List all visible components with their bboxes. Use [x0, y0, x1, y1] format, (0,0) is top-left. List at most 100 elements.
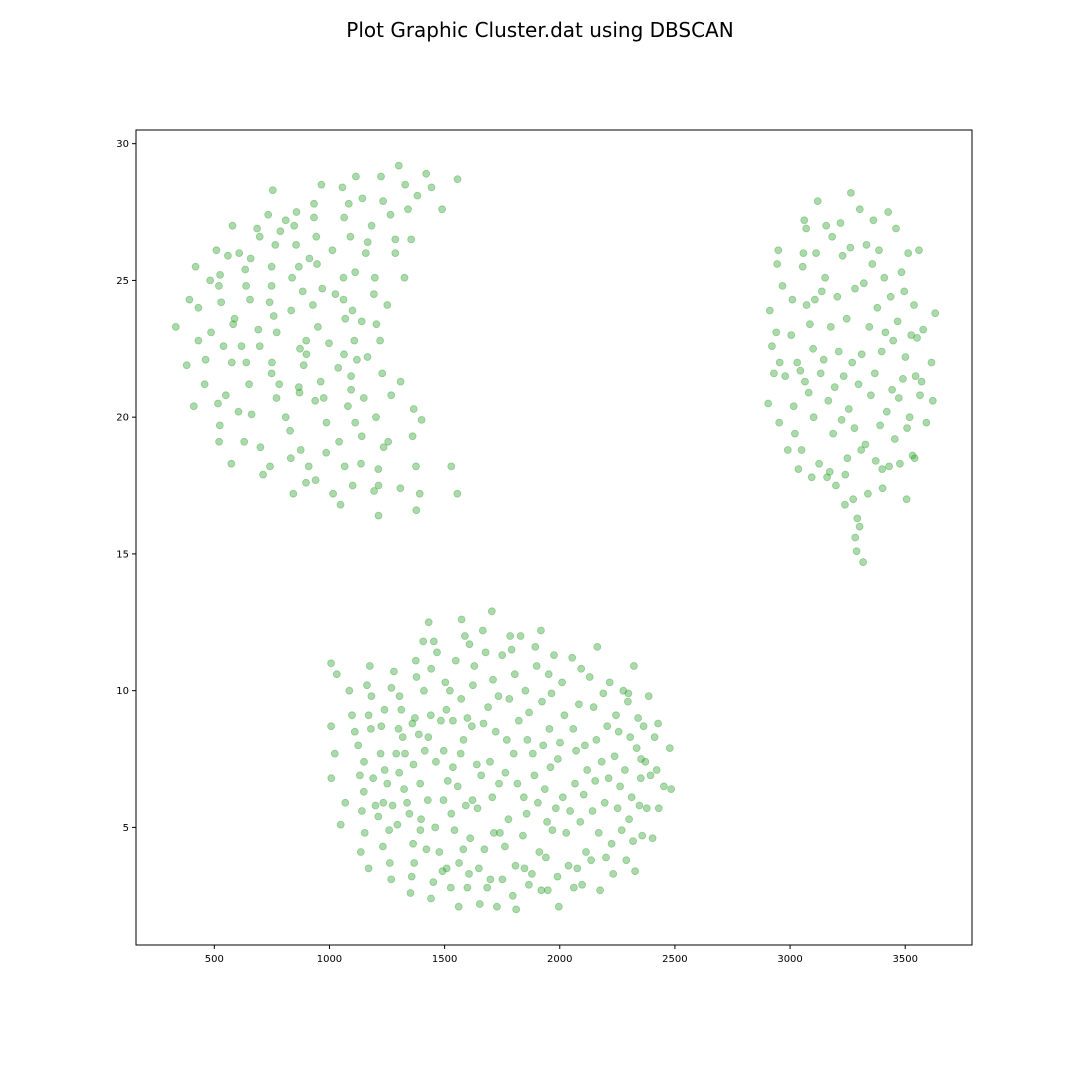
- data-point: [765, 306, 774, 315]
- data-point: [804, 388, 813, 397]
- data-point: [442, 864, 451, 873]
- data-point: [255, 342, 264, 351]
- data-point: [465, 640, 474, 649]
- data-point: [201, 355, 210, 364]
- data-point: [833, 292, 842, 301]
- data-point: [892, 224, 900, 233]
- data-point: [624, 689, 633, 698]
- data-point: [461, 801, 470, 810]
- data-point: [406, 889, 415, 897]
- data-point: [794, 465, 803, 474]
- data-point: [859, 558, 867, 566]
- data-point: [325, 339, 333, 348]
- data-point: [229, 320, 238, 329]
- data-point: [862, 240, 871, 249]
- data-point: [394, 725, 403, 733]
- data-point: [408, 719, 417, 728]
- data-point: [339, 273, 348, 282]
- data-point: [394, 161, 403, 170]
- data-point: [403, 798, 412, 807]
- data-point: [491, 727, 500, 736]
- data-point: [787, 331, 796, 340]
- data-point: [816, 369, 825, 378]
- data-point: [548, 826, 557, 834]
- data-point: [194, 303, 203, 312]
- data-point: [778, 281, 787, 290]
- data-point: [646, 771, 655, 780]
- data-point: [551, 804, 560, 813]
- data-point: [915, 246, 923, 255]
- data-point: [509, 749, 518, 758]
- data-point: [340, 213, 349, 222]
- data-point: [414, 730, 423, 739]
- data-point: [328, 246, 337, 255]
- data-point: [474, 864, 483, 873]
- data-point: [629, 837, 637, 845]
- data-point: [916, 391, 924, 400]
- data-point: [412, 673, 421, 681]
- data-point: [844, 405, 853, 413]
- data-point: [603, 722, 612, 731]
- data-point: [305, 254, 314, 263]
- x-tick-label: 1000: [317, 954, 342, 965]
- data-point: [821, 273, 829, 282]
- data-point: [501, 768, 510, 777]
- data-point: [799, 249, 808, 258]
- data-point: [624, 697, 632, 706]
- data-point: [351, 418, 360, 427]
- data-point: [931, 309, 940, 318]
- data-point: [265, 298, 274, 307]
- data-point: [340, 462, 349, 471]
- data-point: [545, 725, 554, 733]
- data-point: [455, 859, 464, 867]
- data-point: [456, 749, 465, 758]
- data-point: [439, 796, 448, 804]
- data-point: [535, 848, 544, 856]
- data-point: [554, 755, 562, 763]
- data-point: [334, 363, 343, 372]
- data-point: [828, 232, 837, 241]
- data-point: [395, 768, 404, 777]
- data-point: [596, 886, 604, 895]
- data-point: [327, 722, 336, 731]
- data-point: [448, 716, 457, 725]
- data-point: [839, 372, 848, 381]
- data-point: [582, 848, 590, 856]
- data-point: [296, 344, 304, 353]
- data-point: [410, 714, 419, 722]
- data-point: [374, 511, 383, 520]
- data-point: [637, 755, 645, 763]
- data-point: [660, 782, 668, 791]
- data-point: [264, 210, 273, 219]
- data-point: [275, 380, 284, 389]
- data-point: [427, 183, 436, 192]
- data-point: [889, 336, 898, 345]
- data-point: [773, 260, 782, 268]
- data-point: [619, 686, 628, 695]
- y-tick-label: 25: [116, 276, 129, 287]
- data-point: [571, 779, 579, 788]
- data-point: [242, 281, 251, 290]
- data-point: [495, 829, 504, 837]
- data-point: [550, 651, 558, 659]
- data-point: [487, 607, 496, 616]
- data-point: [851, 533, 860, 542]
- data-point: [245, 380, 254, 389]
- data-point: [882, 407, 891, 416]
- data-point: [286, 454, 295, 463]
- data-point: [532, 662, 541, 670]
- data-point: [479, 719, 488, 728]
- data-point: [451, 656, 460, 665]
- data-point: [894, 394, 903, 402]
- data-point: [797, 446, 806, 454]
- data-point: [409, 760, 418, 769]
- data-point: [890, 435, 899, 443]
- data-point: [599, 689, 608, 698]
- data-point: [219, 342, 228, 351]
- data-point: [667, 785, 676, 793]
- data-point: [304, 462, 313, 471]
- data-point: [772, 328, 781, 337]
- data-point: [644, 692, 653, 700]
- data-point: [817, 287, 826, 296]
- data-point: [850, 424, 859, 433]
